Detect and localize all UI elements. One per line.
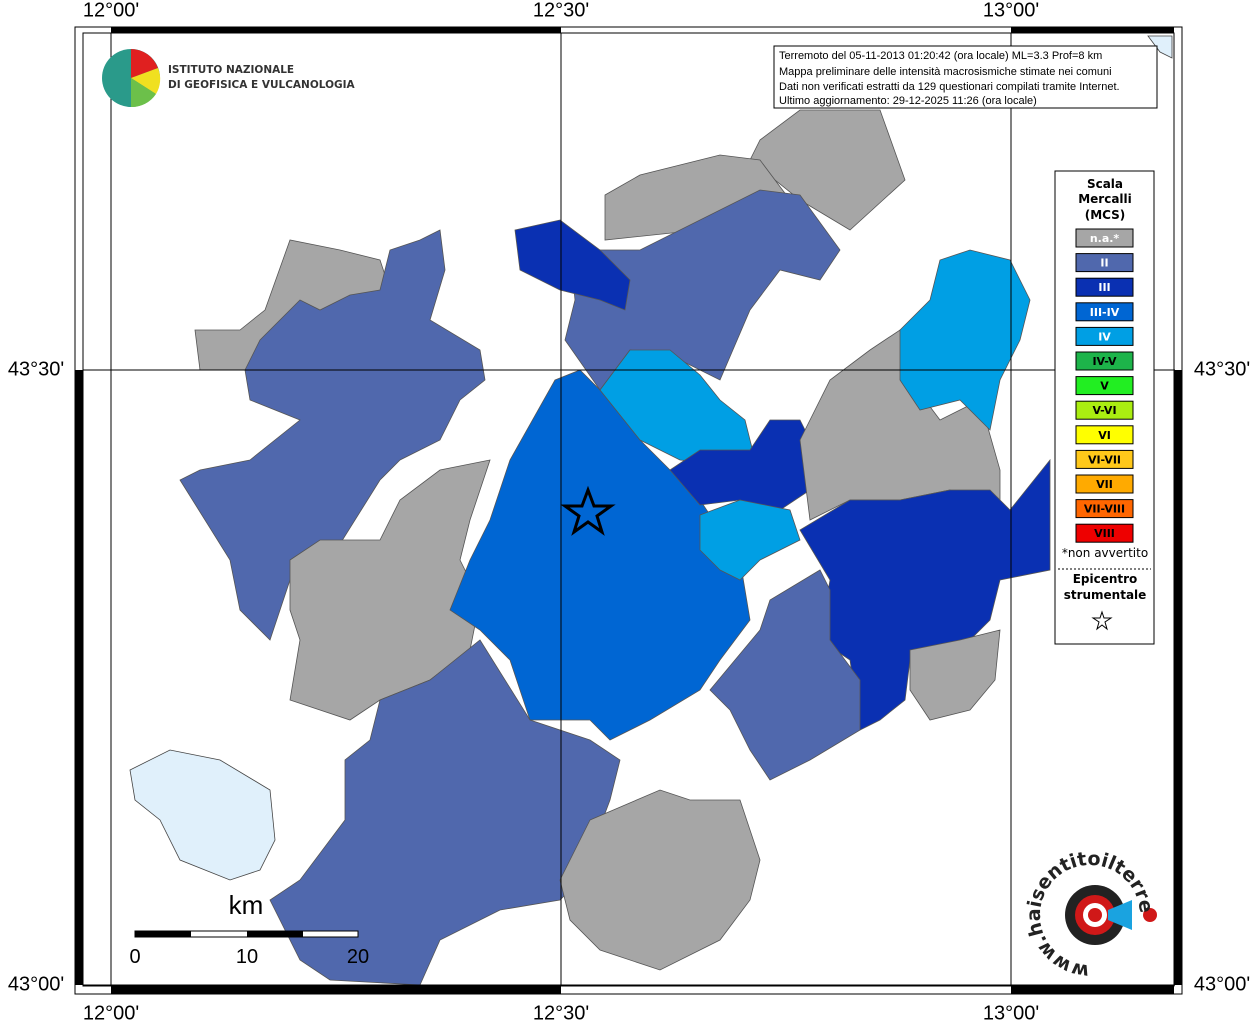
region bbox=[799, 458, 1051, 731]
legend-label: IV-V bbox=[1092, 355, 1117, 368]
regions bbox=[129, 35, 1173, 986]
scale-bar: km 0 10 20 bbox=[129, 890, 369, 968]
logo-ring bbox=[1088, 908, 1102, 922]
legend-epicenter: strumentale bbox=[1064, 588, 1147, 602]
region bbox=[564, 189, 841, 391]
legend-label: VI bbox=[1098, 429, 1111, 442]
frame-bar bbox=[111, 986, 561, 994]
legend-swatch bbox=[1075, 326, 1134, 346]
legend-swatch bbox=[1075, 523, 1134, 543]
legend-swatch bbox=[1075, 449, 1134, 469]
lon-label: 12°00' bbox=[83, 1002, 139, 1024]
scale-segment bbox=[135, 931, 191, 937]
legend-swatch bbox=[1075, 277, 1134, 297]
legend-label: II bbox=[1100, 257, 1108, 270]
scale-tick: 20 bbox=[347, 946, 369, 968]
legend-label: VIII bbox=[1094, 527, 1115, 540]
lon-label: 13°00' bbox=[983, 1002, 1039, 1024]
legend: Scala Mercalli (MCS) *non avvertito Epic… bbox=[1054, 170, 1155, 645]
legend-swatch bbox=[1075, 376, 1134, 396]
legend-swatch bbox=[1075, 499, 1134, 519]
legend-note: *non avvertito bbox=[1062, 546, 1148, 560]
lat-label: 43°00' bbox=[1194, 973, 1250, 995]
lat-label: 43°30' bbox=[1194, 358, 1250, 380]
info-line: Terremoto del 05-11-2013 01:20:42 (ora l… bbox=[779, 50, 1102, 62]
axis-labels: 12°00' 12°30' 13°00' 12°00' 12°30' 13°00… bbox=[8, 0, 1250, 1024]
region bbox=[709, 569, 861, 781]
legend-label: V-VI bbox=[1092, 404, 1116, 417]
scale-tick: 10 bbox=[236, 946, 258, 968]
region bbox=[699, 499, 801, 581]
info-line: Mappa preliminare delle intensità macros… bbox=[779, 66, 1112, 78]
legend-label: VII bbox=[1096, 478, 1113, 491]
lon-label: 12°00' bbox=[83, 0, 139, 21]
legend-title: Mercalli bbox=[1078, 192, 1132, 206]
graticule bbox=[83, 33, 1175, 986]
info-line: Ultimo aggiornamento: 29-12-2025 11:26 (… bbox=[779, 95, 1037, 107]
legend-swatch bbox=[1075, 474, 1134, 494]
region bbox=[559, 789, 761, 971]
legend-label: VI-VII bbox=[1088, 453, 1121, 466]
logo-text: DI GEOFISICA E VULCANOLOGIA bbox=[168, 79, 356, 91]
frame-bar bbox=[1011, 27, 1174, 33]
logo-segment bbox=[131, 78, 156, 108]
info-box: Terremoto del 05-11-2013 01:20:42 (ora l… bbox=[773, 45, 1158, 109]
logo-text: ISTITUTO NAZIONALE bbox=[168, 64, 294, 76]
legend-label: III-IV bbox=[1090, 306, 1120, 319]
legend-swatch bbox=[1075, 351, 1134, 371]
legend-swatch bbox=[1075, 425, 1134, 445]
logo-dot bbox=[1143, 908, 1157, 922]
frame-bar bbox=[111, 27, 561, 33]
lat-label: 43°00' bbox=[8, 973, 64, 995]
region bbox=[269, 639, 621, 986]
legend-swatch bbox=[1075, 400, 1134, 420]
info-frame bbox=[773, 45, 1158, 109]
frame-bar bbox=[1011, 986, 1174, 994]
legend-title: Scala bbox=[1087, 177, 1123, 191]
region bbox=[449, 369, 751, 741]
logo-segment bbox=[131, 49, 158, 78]
scale-tick: 0 bbox=[129, 946, 140, 968]
lon-label: 12°30' bbox=[533, 1002, 589, 1024]
logo-segment bbox=[131, 68, 161, 94]
region bbox=[899, 249, 1031, 431]
region bbox=[179, 229, 486, 641]
scale-unit: km bbox=[229, 890, 264, 920]
legend-title: (MCS) bbox=[1085, 208, 1126, 222]
info-line: Dati non verificati estratti da 129 ques… bbox=[779, 81, 1120, 93]
legend-label: III bbox=[1098, 281, 1110, 294]
region bbox=[514, 219, 631, 311]
legend-swatch bbox=[1075, 228, 1134, 248]
ingv-logo: ISTITUTO NAZIONALE DI GEOFISICA E VULCAN… bbox=[102, 49, 356, 108]
lake bbox=[129, 749, 276, 881]
frame-bar bbox=[75, 370, 83, 985]
logo-speaker bbox=[1108, 900, 1132, 930]
region bbox=[599, 349, 756, 466]
legend-swatch bbox=[1075, 253, 1134, 273]
legend-label: n.a.* bbox=[1090, 232, 1120, 245]
scale-segment bbox=[247, 931, 303, 937]
legend-star bbox=[1091, 610, 1113, 631]
legend-label: V bbox=[1100, 380, 1109, 393]
legend-label: IV bbox=[1098, 330, 1111, 343]
frame-bar bbox=[1174, 370, 1182, 985]
legend-epicenter: Epicentro bbox=[1073, 572, 1138, 586]
frame bbox=[74, 26, 1183, 995]
lat-label: 43°30' bbox=[8, 358, 64, 380]
lon-label: 12°30' bbox=[533, 0, 589, 21]
lon-label: 13°00' bbox=[983, 0, 1039, 21]
region bbox=[909, 629, 1001, 721]
epicenter bbox=[560, 485, 616, 536]
legend-label: VII-VIII bbox=[1084, 503, 1125, 516]
legend-swatch bbox=[1075, 302, 1134, 322]
